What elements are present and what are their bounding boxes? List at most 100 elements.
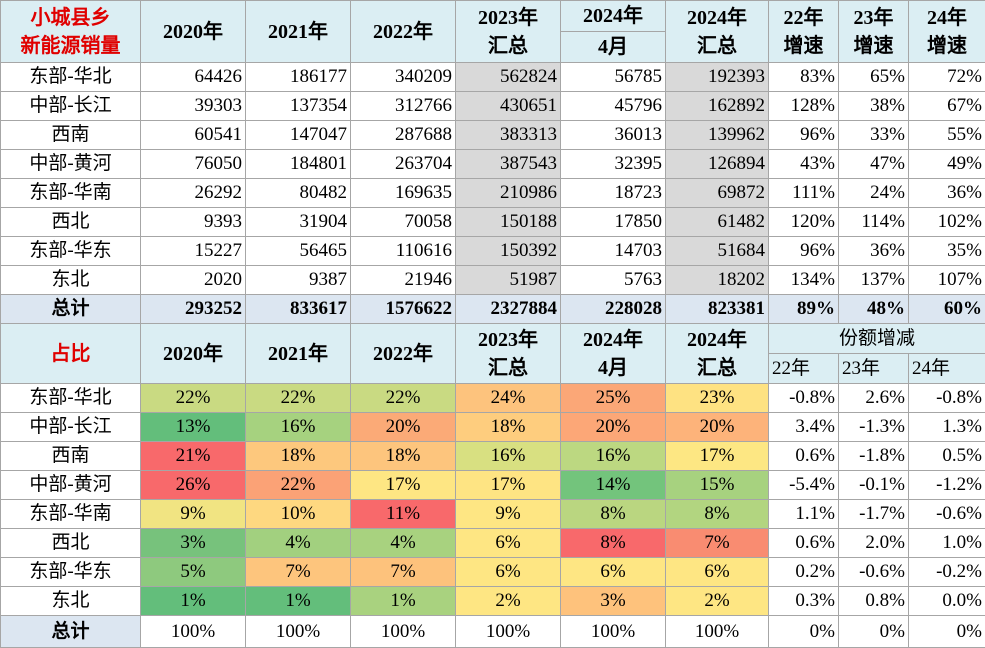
share-cell: 1% [351,587,456,616]
change-cell: -0.2% [909,558,985,587]
header-line: 汇总 [459,32,557,60]
share-cell: 2% [666,587,769,616]
share-cell: 7% [351,558,456,587]
share-cell: 22% [246,471,351,500]
row-label: 中部-长江 [1,92,141,121]
value-cell: 33% [839,121,909,150]
header-line: 新能源销量 [4,32,137,60]
value-cell: 340209 [351,63,456,92]
header-cell: 2024年汇总 [666,324,769,384]
value-cell: 15227 [141,237,246,266]
share-cell: 22% [246,384,351,413]
value-cell: 60% [909,295,985,324]
value-cell: 61482 [666,208,769,237]
share-cell: 25% [561,384,666,413]
header-line: 2023年 [459,326,557,354]
change-cell: -0.6% [839,558,909,587]
value-cell: 64426 [141,63,246,92]
value-cell: 36013 [561,121,666,150]
share-cell: 100% [561,616,666,648]
value-cell: 147047 [246,121,351,150]
value-cell: 32395 [561,150,666,179]
header-line: 2024年 [564,326,662,354]
share-cell: 23% [666,384,769,413]
header-cell: 2024年汇总 [666,1,769,63]
value-cell: 2020 [141,266,246,295]
header-cell: 2022年 [351,324,456,384]
share-cell: 2% [456,587,561,616]
value-cell: 562824 [456,63,561,92]
share-cell: 18% [246,442,351,471]
value-cell: 67% [909,92,985,121]
value-cell: 48% [839,295,909,324]
value-cell: 184801 [246,150,351,179]
value-cell: 120% [769,208,839,237]
row-label: 总计 [1,616,141,648]
value-cell: 38% [839,92,909,121]
change-cell: 3.4% [769,413,839,442]
header-cell: 22年增速 [769,1,839,63]
value-cell: 49% [909,150,985,179]
change-cell: 2.6% [839,384,909,413]
row-label: 总计 [1,295,141,324]
change-cell: 0.6% [769,442,839,471]
header-line: 2020年 [144,340,242,368]
row-label: 东部-华北 [1,63,141,92]
share-cell: 4% [351,529,456,558]
row-label: 西南 [1,442,141,471]
share-cell: 8% [666,500,769,529]
header-line: 2022年 [354,340,452,368]
value-cell: 96% [769,121,839,150]
share-cell: 6% [456,529,561,558]
value-cell: 312766 [351,92,456,121]
header-cell: 2023年汇总 [456,324,561,384]
value-cell: 17850 [561,208,666,237]
share-cell: 7% [666,529,769,558]
share-cell: 8% [561,500,666,529]
value-cell: 65% [839,63,909,92]
change-cell: 0.5% [909,442,985,471]
share-cell: 100% [246,616,351,648]
value-cell: 128% [769,92,839,121]
header-line: 小城县乡 [4,4,137,32]
value-cell: 70058 [351,208,456,237]
value-cell: 72% [909,63,985,92]
change-cell: -1.3% [839,413,909,442]
row-label: 东北 [1,587,141,616]
value-cell: 107% [909,266,985,295]
header-cell: 24年 [909,354,985,384]
value-cell: 43% [769,150,839,179]
share-cell: 22% [351,384,456,413]
change-cell: 0% [839,616,909,648]
share-cell: 9% [141,500,246,529]
share-cell: 20% [666,413,769,442]
header-cell: 占比 [1,324,141,384]
share-cell: 7% [246,558,351,587]
header-cell: 2020年 [141,1,246,63]
header-line: 增速 [842,32,905,60]
change-cell: -1.7% [839,500,909,529]
row-label: 东北 [1,266,141,295]
change-cell: 0.6% [769,529,839,558]
value-cell: 137% [839,266,909,295]
value-cell: 56785 [561,63,666,92]
row-label: 中部-黄河 [1,471,141,500]
row-label: 西北 [1,529,141,558]
share-cell: 9% [456,500,561,529]
share-cell: 15% [666,471,769,500]
value-cell: 24% [839,179,909,208]
share-cell: 100% [141,616,246,648]
share-cell: 100% [666,616,769,648]
